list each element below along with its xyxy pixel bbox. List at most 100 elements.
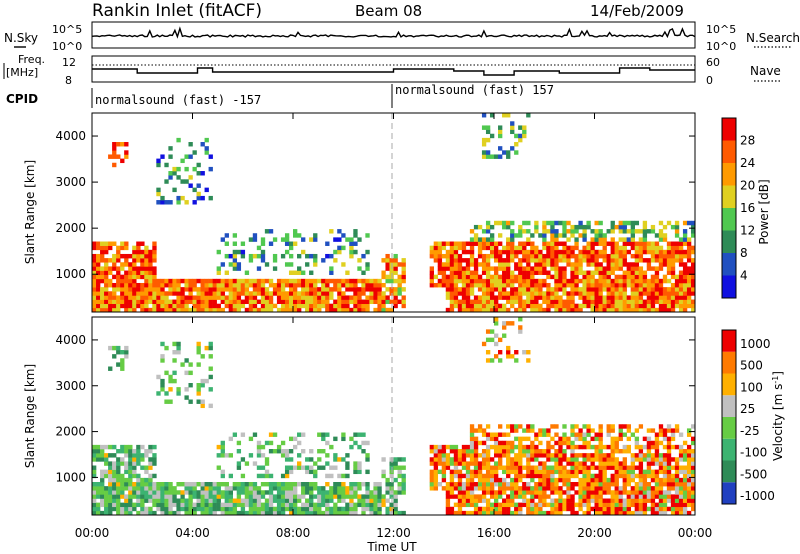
heatmap-cell [526,473,531,479]
heatmap-cell [445,253,451,259]
heatmap-cell [650,241,656,246]
heatmap-cell [104,262,109,267]
heatmap-cell [120,366,125,371]
heatmap-cell [136,291,141,296]
heatmap-cell [120,510,125,516]
colorbar-tick-label: 1000 [740,337,771,351]
heatmap-cell [164,278,169,284]
heatmap-cell [196,383,201,388]
heatmap-cell [248,502,254,508]
heatmap-cell [650,274,656,280]
heatmap-cell [522,245,527,251]
heatmap-cell [321,278,326,284]
heatmap-cell [498,303,503,309]
heatmap-cell [297,266,302,271]
heatmap-cell [449,282,455,288]
heatmap-cell [502,274,507,280]
heatmap-cell [606,465,611,470]
heatmap-cell [389,510,394,516]
heatmap-cell [144,510,149,516]
heatmap-cell [148,253,153,259]
heatmap-cell [646,461,652,466]
heatmap-cell [461,482,467,487]
heatmap-cell [494,317,499,322]
heatmap-cell [481,461,487,466]
heatmap-cell [180,287,185,292]
heatmap-cell [566,490,571,495]
heatmap-cell [164,200,169,205]
heatmap-cell [172,498,177,503]
heatmap-cell [485,125,491,130]
heatmap-cell [670,457,676,462]
heatmap-cell [136,477,141,483]
heatmap-cell [598,291,603,296]
heatmap-cell [506,253,511,259]
heatmap-cell [674,295,680,300]
heatmap-cell [670,249,676,255]
heatmap-cell [614,249,619,255]
heatmap-cell [494,258,499,263]
heatmap-cell [288,291,294,296]
heatmap-cell [337,287,342,292]
heatmap-cell [96,262,101,267]
heatmap-cell [674,477,680,483]
heatmap-cell [132,266,137,271]
heatmap-cell [365,506,370,512]
heatmap-cell [397,486,402,491]
heatmap-cell [506,482,511,487]
heatmap-cell [494,502,499,508]
heatmap-cell [570,428,575,433]
heatmap-cell [341,510,346,516]
heatmap-cell [385,486,390,491]
heatmap-cell [244,498,250,503]
heatmap-cell [489,477,495,483]
heatmap-cell [554,510,559,516]
heatmap-cell [469,440,475,446]
heatmap-cell [104,453,109,458]
heatmap-cell [132,307,137,313]
heatmap-cell [630,465,635,470]
heatmap-cell [457,502,463,508]
heatmap-cell [602,270,607,275]
heatmap-cell [377,486,382,491]
heatmap-cell [498,482,503,487]
heatmap-cell [309,237,314,242]
heatmap-cell [284,457,290,462]
heatmap-cell [485,299,491,305]
heatmap-cell [236,249,242,255]
heatmap-cell [562,287,567,292]
heatmap-cell [164,399,169,404]
heatmap-cell [140,486,145,491]
heatmap-cell [634,241,640,246]
heatmap-cell [401,465,406,470]
heatmap-cell [666,436,672,442]
heatmap-cell [682,241,688,246]
heatmap-cell [542,490,547,495]
heatmap-cell [116,490,121,495]
heatmap-cell [526,436,531,442]
heatmap-cell [594,457,599,462]
heatmap-cell [586,482,591,487]
heatmap-cell [626,477,631,483]
heatmap-cell [538,291,543,296]
heatmap-cell [333,490,338,495]
heatmap-cell [164,291,169,296]
heatmap-cell [566,473,571,479]
heatmap-cell [578,270,583,275]
heatmap-cell [116,506,121,512]
heatmap-cell [469,258,475,263]
heatmap-cell [650,428,656,433]
heatmap-cell [650,469,656,475]
heatmap-cell [148,249,153,255]
heatmap-cell [349,245,354,251]
heatmap-cell [594,436,599,442]
heatmap-cell [666,457,672,462]
heatmap-cell [658,486,664,491]
heatmap-cell [574,482,579,487]
heatmap-cell [264,506,270,512]
heatmap-cell [670,253,676,259]
heatmap-cell [305,490,310,495]
heatmap-cell [160,510,165,516]
heatmap-cell [128,274,133,280]
heatmap-cell [112,469,117,475]
